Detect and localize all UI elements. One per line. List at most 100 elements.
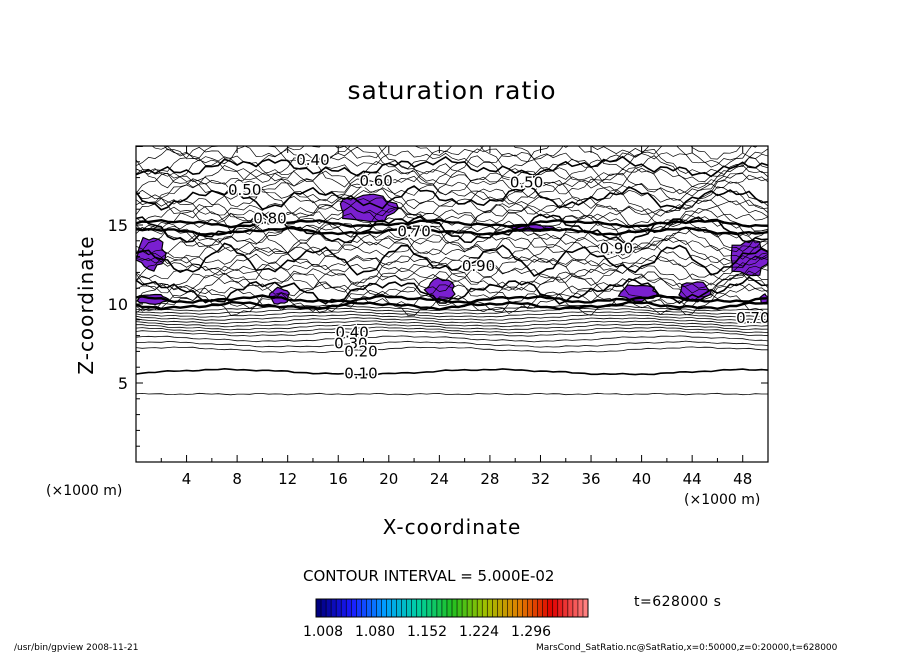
colorbar-stripe	[411, 599, 418, 617]
contour-line	[136, 146, 768, 180]
contour-line	[136, 232, 768, 260]
contour-label: 0.70	[736, 309, 769, 327]
chart-title: saturation ratio	[347, 76, 557, 105]
colorbar-stripe	[562, 599, 569, 617]
contour-line	[136, 222, 768, 254]
colorbar-stripe	[381, 599, 387, 617]
contour-line	[136, 317, 768, 325]
colorbar-stripe	[431, 599, 438, 617]
colorbar-stripe	[572, 599, 579, 617]
supersaturated-region	[507, 223, 557, 232]
contour-line	[136, 263, 768, 283]
colorbar-stripe	[366, 599, 372, 617]
contour-label: 0.40	[335, 323, 368, 341]
supersaturated-fill-layer	[136, 193, 768, 306]
contour-line	[136, 252, 768, 286]
colorbar-stripe	[507, 599, 513, 617]
colorbar-stripe	[462, 599, 468, 617]
y-axis-ticks: 5 10 15	[108, 161, 768, 447]
colorbar-stripe	[321, 599, 327, 617]
contour-label: 0.90	[462, 257, 495, 275]
contour-line	[136, 335, 768, 343]
supersaturated-region	[730, 239, 768, 277]
supersaturated-region	[339, 193, 400, 223]
footer-left: /usr/bin/gpview 2008-11-21	[14, 643, 139, 653]
colorbar-tick-label: 1.296	[511, 624, 551, 640]
contour-line	[136, 292, 768, 317]
x-axis-ticks: 4 8 12 16 20 24 28 32 36 40 44 48	[160, 146, 752, 488]
contour-line	[136, 253, 768, 274]
x-tick-label: 24	[430, 470, 449, 488]
x-tick-label: 28	[480, 470, 499, 488]
colorbar-stripe	[552, 599, 559, 617]
contour-line	[136, 170, 768, 199]
contour-line	[136, 174, 768, 203]
contour-line	[136, 307, 768, 315]
contour-line	[136, 304, 768, 312]
x-tick-label: 20	[379, 470, 398, 488]
contour-line-thick	[136, 218, 768, 229]
colorbar-stripe	[386, 599, 392, 617]
colorbar-stripe	[527, 599, 533, 617]
colorbar: 1.008 1.080 1.152 1.224 1.296	[303, 598, 589, 640]
colorbar-stripe	[467, 599, 473, 617]
contour-line	[136, 310, 768, 318]
contour-line	[136, 219, 768, 247]
colorbar-stripe	[482, 599, 488, 617]
colorbar-frame	[315, 598, 589, 618]
supersaturated-region	[617, 284, 658, 303]
contour-line	[136, 269, 768, 294]
colorbar-stripe	[517, 599, 523, 617]
contour-line-thick	[136, 226, 768, 236]
x-tick-label: 36	[581, 470, 600, 488]
contour-line	[136, 204, 768, 238]
supersaturated-region	[423, 276, 456, 304]
contour-line	[136, 205, 768, 225]
contour-label: 0.50	[228, 181, 261, 199]
contour-line	[136, 146, 753, 170]
contour-line	[136, 262, 768, 294]
colorbar-stripe	[522, 599, 528, 617]
contour-line	[136, 178, 768, 210]
contour-line	[136, 329, 768, 337]
contour-line	[136, 148, 768, 168]
colorbar-tick-label: 1.008	[303, 624, 343, 640]
x-axis-label: X-coordinate	[382, 515, 522, 539]
contour-line	[136, 155, 768, 179]
contour-label: 0.90	[600, 240, 633, 258]
contour-interval-text: CONTOUR INTERVAL = 5.000E-02	[303, 567, 555, 585]
contour-line	[136, 271, 768, 303]
x-tick-label: 48	[733, 470, 752, 488]
colorbar-stripe	[567, 599, 574, 617]
supersaturated-region	[136, 293, 170, 306]
colorbar-stripe	[361, 599, 367, 617]
x-tick-label: 40	[632, 470, 651, 488]
contour-line-thick	[136, 300, 768, 311]
colorbar-stripe	[441, 599, 448, 617]
contour-line	[136, 392, 768, 396]
colorbar-stripe	[497, 599, 503, 617]
supersaturated-region	[136, 236, 167, 272]
contour-line	[136, 235, 768, 267]
y-tick-label: 10	[108, 295, 128, 314]
plot-frame	[135, 145, 769, 463]
colorbar-stripe	[542, 599, 549, 617]
contour-label: 0.80	[253, 210, 286, 228]
colorbar-stripe	[331, 599, 337, 617]
contour-line	[136, 346, 768, 354]
contour-line	[136, 196, 768, 217]
contour-line	[136, 313, 768, 321]
colorbar-stripe	[487, 599, 493, 617]
contour-line	[136, 186, 768, 219]
contour-label: 0.50	[510, 173, 543, 191]
contour-line	[136, 323, 768, 331]
colorbar-stripe	[492, 599, 498, 617]
contour-line	[136, 226, 768, 257]
contour-line	[136, 283, 768, 315]
colorbar-stripe	[532, 599, 538, 617]
colorbar-stripe	[396, 599, 402, 617]
x-tick-label: 32	[531, 470, 550, 488]
contour-label: 0.40	[296, 151, 329, 169]
contour-line	[136, 165, 768, 196]
contour-line	[136, 326, 768, 334]
